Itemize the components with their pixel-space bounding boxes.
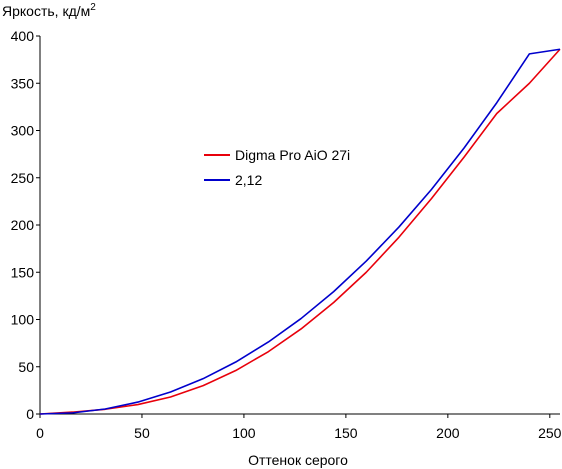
y-axis-label-text: Яркость, кд/м [2, 3, 90, 19]
y-tick-label: 300 [11, 123, 35, 139]
series-layer [39, 48, 561, 415]
legend: Digma Pro AiO 27i 2,12 [204, 147, 350, 188]
x-tick-label: 250 [538, 425, 562, 441]
x-axis-label: Оттенок серого [248, 452, 348, 468]
y-tick-label: 200 [11, 217, 35, 233]
y-tick-label: 350 [11, 75, 35, 91]
series-line-1 [39, 48, 561, 415]
x-tick-label: 100 [232, 425, 256, 441]
y-tick-label: 0 [26, 406, 34, 422]
y-tick-label: 100 [11, 312, 35, 328]
x-tick-label: 0 [36, 425, 44, 441]
y-tick-label: 50 [18, 359, 34, 375]
x-tick-label: 200 [436, 425, 460, 441]
series-line-2 [39, 48, 561, 415]
y-axis-label: Яркость, кд/м2 [2, 2, 96, 19]
y-tick-label: 150 [11, 264, 35, 280]
y-tick-label: 400 [11, 28, 35, 44]
x-tick-label: 150 [334, 425, 358, 441]
legend-label-1: Digma Pro AiO 27i [235, 147, 350, 163]
x-tick-label: 50 [134, 425, 150, 441]
axes: 0 50 100 150 200 250 300 350 400 0 50 100 150 200 250 [11, 28, 562, 441]
y-tick-label: 250 [11, 170, 35, 186]
legend-label-2: 2,12 [235, 172, 262, 188]
y-axis-label-superscript: 2 [90, 2, 96, 13]
